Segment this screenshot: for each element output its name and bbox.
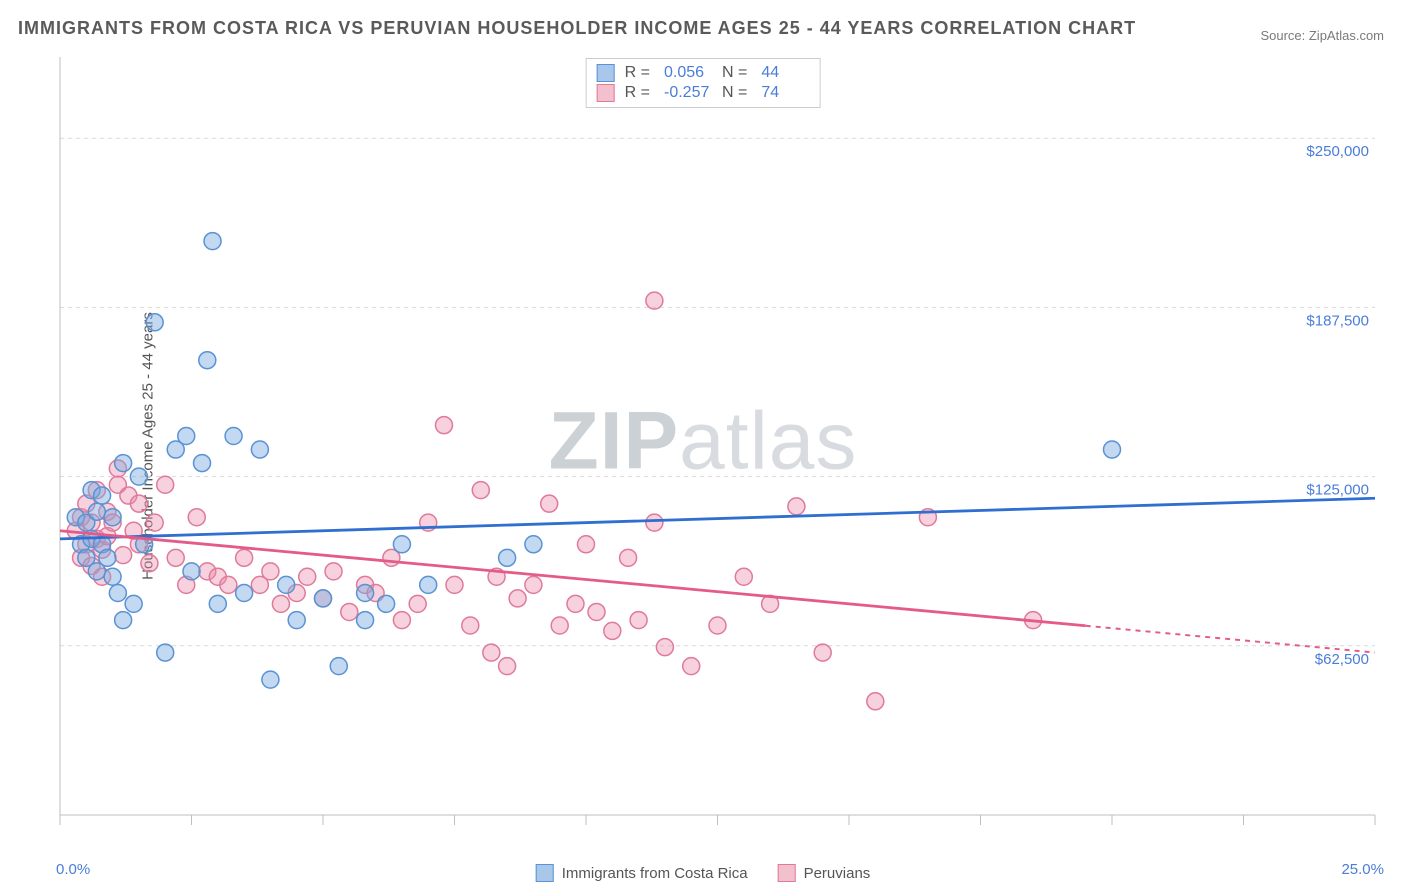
swatch-series-1 [597,84,615,102]
x-axis-max: 25.0% [1341,861,1384,878]
r-value-1: -0.257 [660,84,712,102]
swatch-series-0 [536,864,554,882]
legend-row-series-1: R = -0.257 N = 74 [597,83,810,103]
x-axis-min: 0.0% [56,861,90,878]
r-label: R = [625,84,650,102]
correlation-legend: R = 0.056 N = 44 R = -0.257 N = 74 [586,58,821,108]
legend-row-series-0: R = 0.056 N = 44 [597,63,810,83]
swatch-series-1 [778,864,796,882]
r-label: R = [625,64,650,82]
svg-text:$187,500: $187,500 [1306,312,1369,329]
svg-text:$125,000: $125,000 [1306,482,1369,499]
svg-text:$250,000: $250,000 [1306,143,1369,160]
n-label: N = [722,84,747,102]
source-attribution: Source: ZipAtlas.com [1260,28,1384,43]
legend-item-1: Peruvians [778,864,871,882]
legend-label-0: Immigrants from Costa Rica [562,865,748,882]
r-value-0: 0.056 [660,64,712,82]
legend-item-0: Immigrants from Costa Rica [536,864,748,882]
swatch-series-0 [597,64,615,82]
n-value-1: 74 [757,84,809,102]
series-legend: Immigrants from Costa Rica Peruvians [536,864,871,882]
legend-label-1: Peruvians [804,865,871,882]
svg-text:$62,500: $62,500 [1315,651,1369,668]
chart-title: IMMIGRANTS FROM COSTA RICA VS PERUVIAN H… [18,18,1136,39]
n-label: N = [722,64,747,82]
scatter-plot: $62,500 $125,000 $187,500 $250,000 [55,55,1390,840]
n-value-0: 44 [757,64,809,82]
